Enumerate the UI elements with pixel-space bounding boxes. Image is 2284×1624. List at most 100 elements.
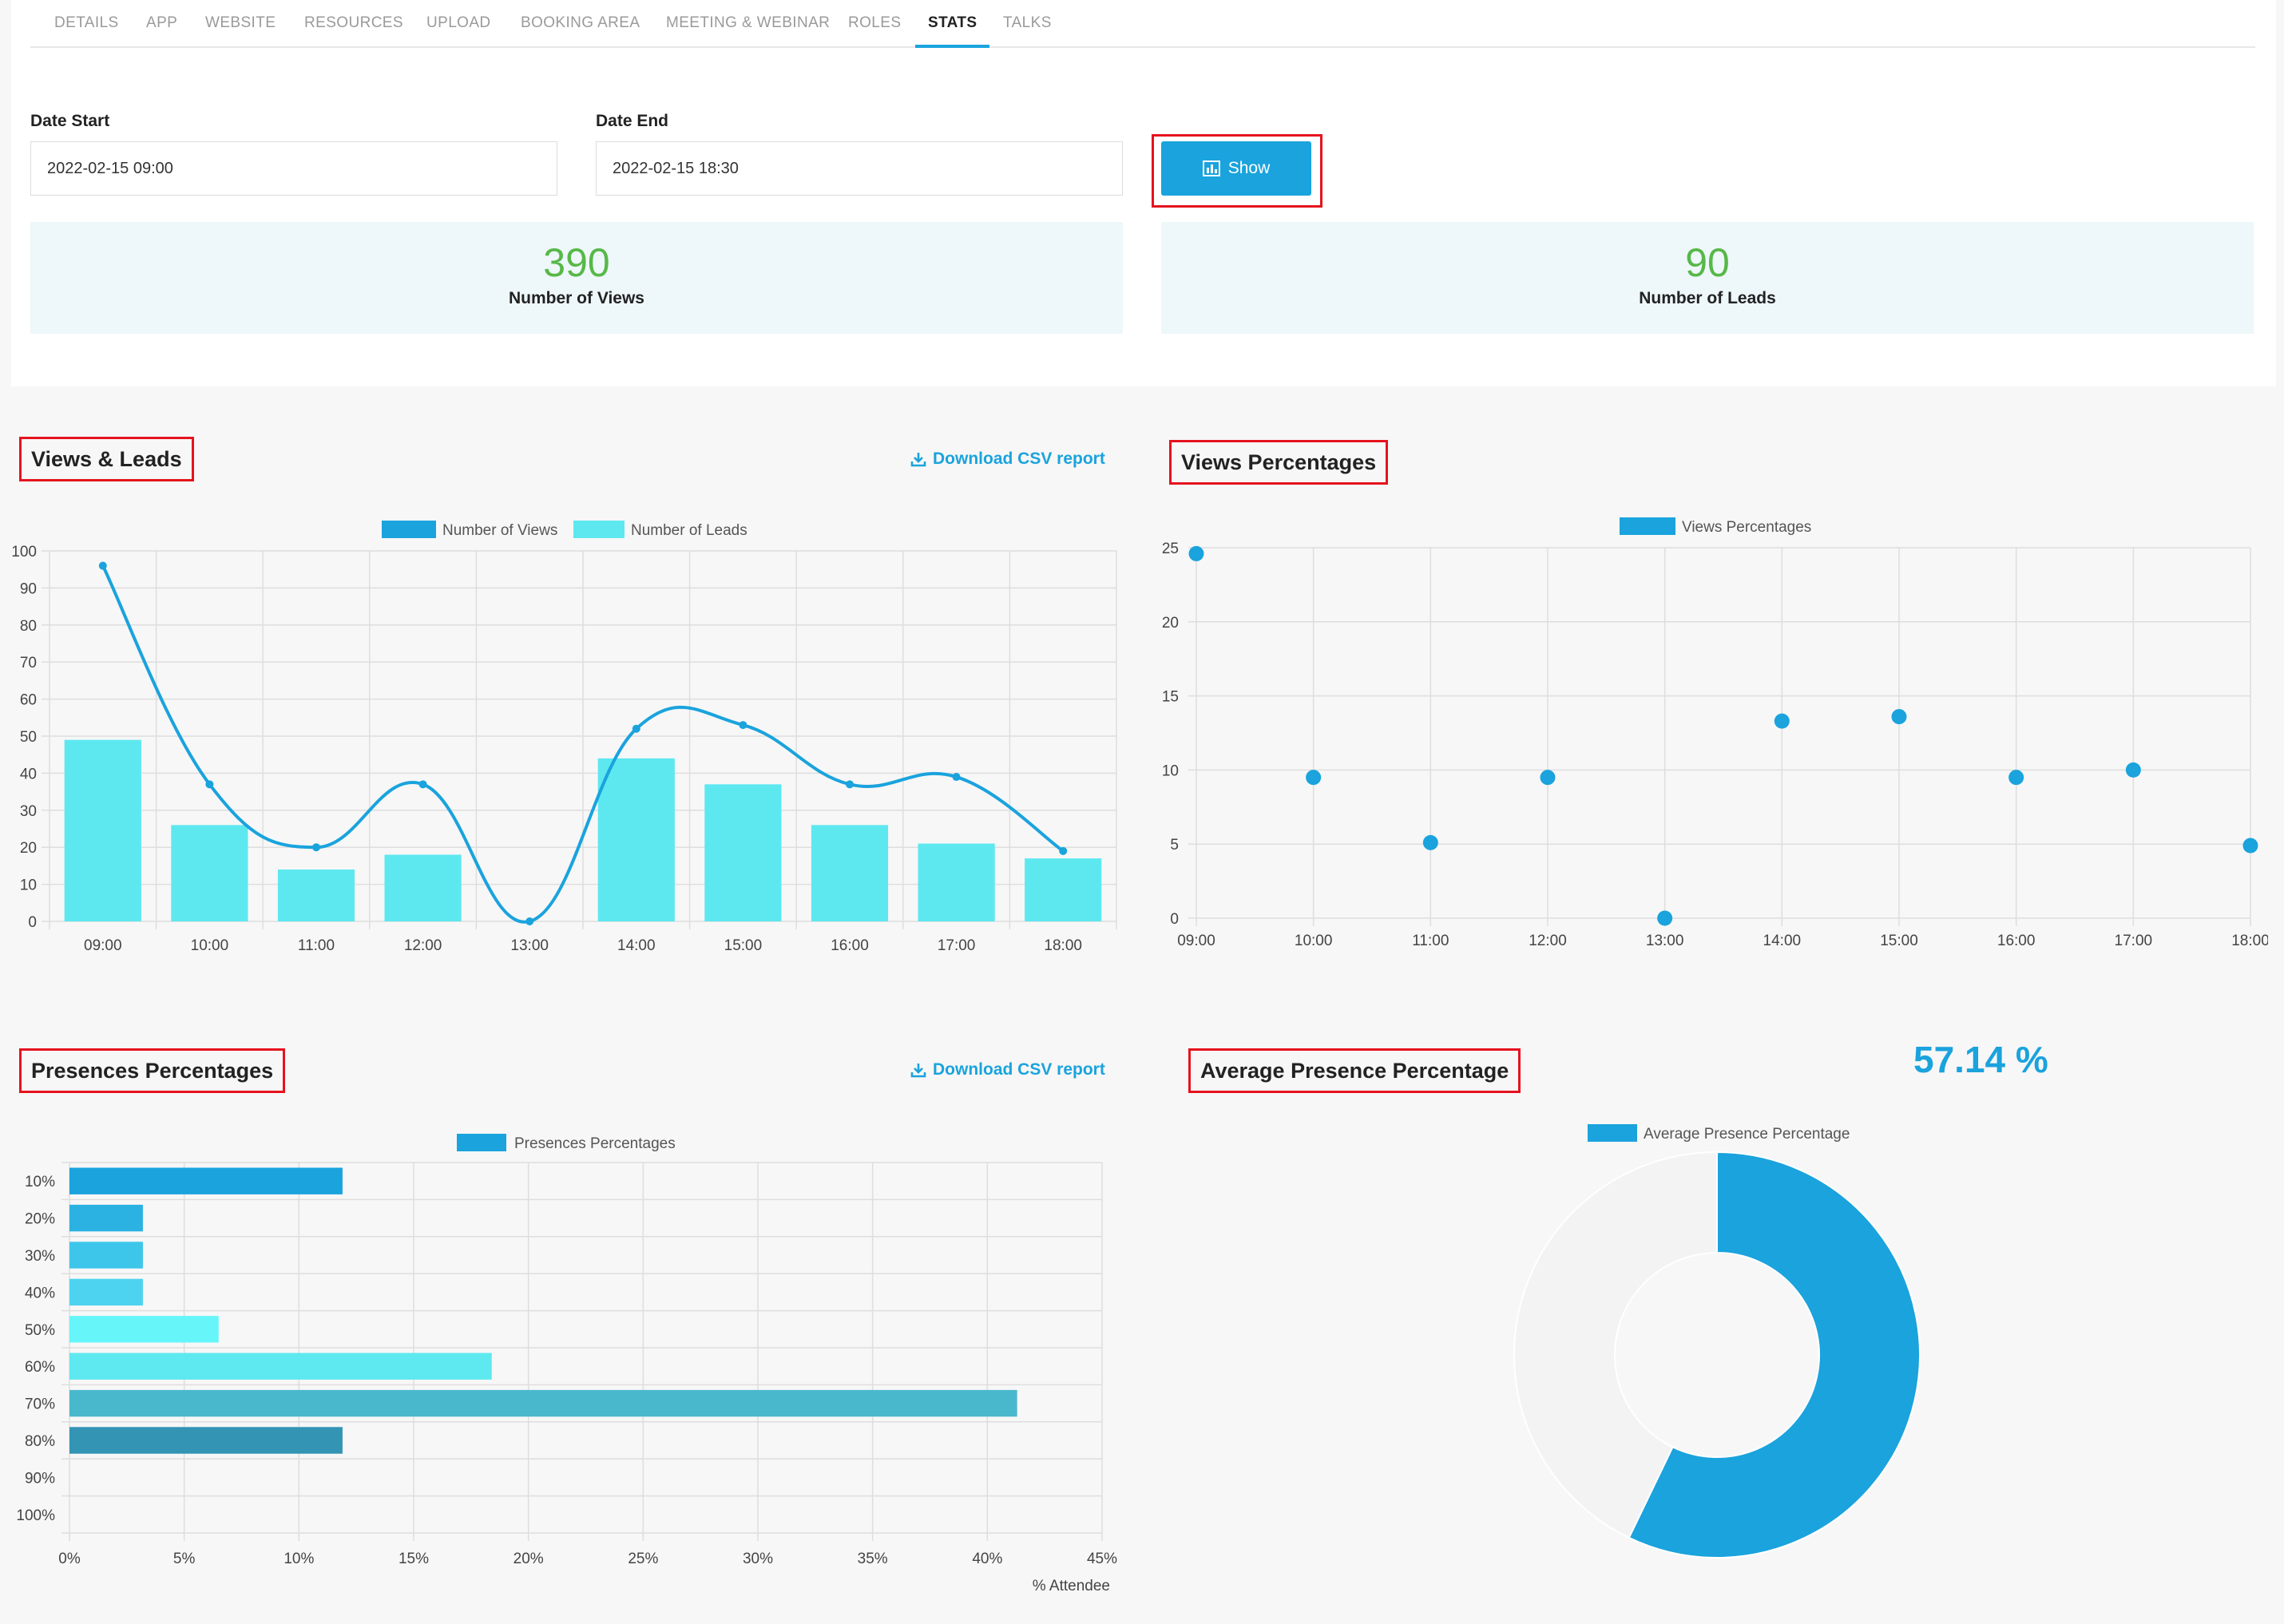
y-tick-label: 10 [20,877,37,894]
presence-bar [69,1389,1017,1417]
presence-bar [69,1427,343,1454]
y-tick-label: 25 [1162,541,1179,557]
y-tick-label: 15 [1162,689,1179,706]
legend-swatch-average-presence [1588,1124,1637,1142]
y-tick-label: 20 [1162,615,1179,632]
tab-roles[interactable]: ROLES [848,14,902,31]
x-tick-label: 18:00 [2231,933,2268,949]
show-highlight-box [1152,134,1322,208]
y-tick-label: 40% [25,1285,55,1301]
date-end-label: Date End [596,112,669,130]
y-tick-label: 90% [25,1470,55,1487]
views-stat-card: 390 Number of Views [30,222,1123,334]
views-point [846,780,854,789]
leads-bar [918,843,995,921]
legend-swatch-views-percentages [1620,517,1675,535]
date-end-input[interactable]: 2022-02-15 18:30 [596,141,1123,196]
tab-meeting-webinar[interactable]: MEETING & WEBINAR [666,14,831,31]
legend-label-presences: Presences Percentages [514,1135,676,1152]
y-tick-label: 70 [20,655,37,671]
x-tick-label: 11:00 [298,937,335,950]
views-point [205,780,214,789]
leads-bar [597,758,675,921]
download-csv-link-views[interactable]: Download CSV report [910,450,1105,469]
x-tick-label: 17:00 [938,937,976,950]
legend-swatch-leads [573,521,625,538]
x-axis-label: % Attendee [1033,1578,1110,1594]
legend-label-average-presence: Average Presence Percentage [1644,1126,1850,1143]
views-point [98,561,107,570]
views-percentage-point [1540,770,1556,786]
tab-upload[interactable]: UPLOAD [426,14,491,31]
leads-bar [704,784,782,921]
x-tick-label: 15% [399,1551,429,1567]
legend-label-leads: Number of Leads [631,522,747,539]
tab-details[interactable]: DETAILS [54,14,119,31]
x-tick-label: 30% [743,1551,773,1567]
tab-app[interactable]: APP [146,14,178,31]
views-count: 390 [543,240,610,285]
tab-booking-area[interactable]: BOOKING AREA [521,14,640,31]
y-tick-label: 5 [1170,837,1179,854]
x-tick-label: 15:00 [724,937,763,950]
x-tick-label: 16:00 [1997,933,2036,949]
views-point [1059,846,1068,855]
y-tick-label: 80 [20,618,37,635]
views-percentage-point [1891,709,1907,725]
y-tick-label: 80% [25,1433,55,1450]
leads-bar [171,825,248,921]
leads-stat-card: 90 Number of Leads [1161,222,2254,334]
leads-bar [811,825,889,921]
y-tick-label: 30% [25,1248,55,1265]
views-point [418,780,427,789]
presence-bar [69,1353,492,1380]
views-point [952,773,961,782]
x-tick-label: 12:00 [1529,933,1567,949]
download-csv-link-presences[interactable]: Download CSV report [910,1060,1105,1079]
presence-bar [69,1204,143,1232]
x-tick-label: 09:00 [84,937,122,950]
leads-bar [64,739,141,921]
average-presence-chart: Average Presence Percentage [1513,1124,1921,1559]
views-percentage-point [1306,770,1322,786]
views-percentage-point [1422,834,1438,850]
leads-bar [1025,858,1102,921]
y-tick-label: 60% [25,1359,55,1376]
x-tick-label: 13:00 [510,937,549,950]
date-start-label: Date Start [30,112,110,130]
x-tick-label: 11:00 [1412,933,1449,949]
download-csv-label: Download CSV report [933,450,1105,468]
x-tick-label: 0% [58,1551,81,1567]
views-percentage-point [1657,910,1673,926]
x-tick-label: 14:00 [617,937,656,950]
legend-label-views-percentages: Views Percentages [1682,519,1811,536]
leads-label: Number of Leads [1639,289,1776,307]
legend-swatch-presences [457,1134,506,1151]
tab-stats[interactable]: STATS [915,0,990,48]
x-tick-label: 20% [514,1551,544,1567]
views-percentages-chart: Views Percentages 0 5 10 15 20 25 09:00 10:00 11:… [1162,517,2268,949]
presence-bar [69,1242,143,1269]
y-tick-label: 20 [20,840,37,857]
show-button[interactable]: Show [1161,141,1311,196]
tab-website[interactable]: WEBSITE [205,14,276,31]
y-tick-label: 100% [16,1507,55,1524]
y-tick-label: 60 [20,692,37,709]
legend-label-views: Number of Views [442,522,557,539]
date-start-input[interactable]: 2022-02-15 09:00 [30,141,557,196]
views-percentages-title: Views Percentages [1169,440,1389,485]
x-tick-label: 13:00 [1646,933,1684,949]
x-tick-label: 45% [1087,1551,1117,1567]
x-tick-label: 10:00 [1295,933,1333,949]
x-tick-label: 14:00 [1763,933,1802,949]
tab-resources[interactable]: RESOURCES [304,14,403,31]
x-tick-label: 10% [284,1551,314,1567]
y-tick-label: 20% [25,1211,55,1228]
x-tick-label: 5% [173,1551,196,1567]
presence-slice [1628,1151,1921,1559]
views-point [312,843,320,852]
bar-chart-icon [1202,160,1220,176]
tab-talks[interactable]: TALKS [1003,14,1052,31]
presence-bar [69,1316,219,1343]
views-line [101,564,1065,924]
